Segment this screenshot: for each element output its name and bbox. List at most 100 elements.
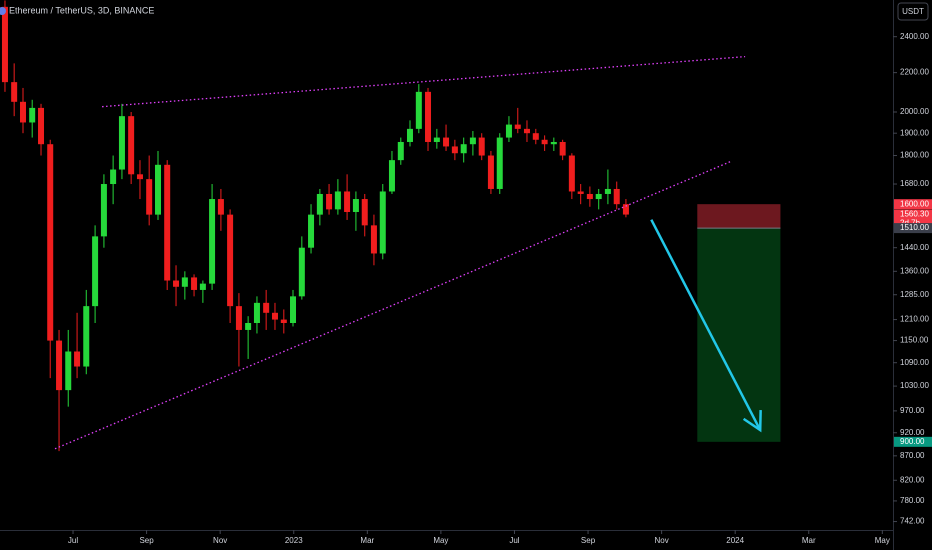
- candle-body: [235, 306, 242, 330]
- price-tag-label: 1600.00: [900, 199, 929, 208]
- candle-body: [217, 199, 224, 215]
- candle-body: [487, 155, 494, 189]
- plot: [1, 0, 781, 452]
- candle-body: [326, 193, 333, 210]
- currency-button[interactable]: [897, 2, 929, 21]
- y-tick-label: 1360.00: [900, 266, 929, 275]
- candle-body: [164, 164, 171, 281]
- candle-body: [496, 137, 503, 189]
- y-tick-label: 1900.00: [900, 128, 929, 137]
- candle-body: [433, 137, 440, 142]
- y-tick-label: 1150.00: [900, 336, 929, 345]
- candle-body: [83, 306, 90, 367]
- price-tag-label: 1510.00: [900, 223, 929, 232]
- candle-body: [505, 124, 512, 138]
- candle-body: [92, 236, 99, 307]
- candle-body: [352, 199, 359, 212]
- candle-body: [425, 91, 432, 142]
- symbol-icon: [0, 7, 6, 15]
- y-tick-label: 820.00: [900, 475, 925, 484]
- arrow-shaft: [650, 219, 762, 431]
- candle-body: [110, 169, 117, 185]
- candle-body: [1, 6, 8, 83]
- candle-body: [38, 107, 45, 145]
- stop-zone: [697, 204, 781, 229]
- price-tag: [894, 436, 932, 447]
- candle-body: [253, 302, 260, 324]
- y-tick-label: 920.00: [900, 428, 925, 437]
- y-tick-label: 1090.00: [900, 358, 929, 367]
- candle-body: [334, 191, 341, 210]
- x-tick-label: 2024: [726, 536, 744, 545]
- candle-body: [595, 193, 602, 200]
- candle-body: [245, 323, 252, 330]
- y-tick-label: 1030.00: [900, 381, 929, 390]
- candle-body: [559, 141, 566, 156]
- candle-body: [523, 128, 530, 134]
- candle-body: [370, 225, 377, 254]
- candle-body: [181, 277, 188, 287]
- candle-body: [209, 199, 216, 284]
- y-tick-label: 1680.00: [900, 179, 929, 188]
- candle-body: [146, 179, 153, 215]
- x-tick-label: Nov: [213, 536, 227, 545]
- candle-body: [227, 214, 234, 307]
- candle-body: [199, 283, 206, 290]
- candle-body: [56, 340, 63, 391]
- candle-body: [577, 191, 584, 194]
- candle-body: [415, 91, 422, 129]
- y-tick-label: 1210.00: [900, 315, 929, 324]
- candle-body: [451, 146, 458, 154]
- y-tick-label: 870.00: [900, 451, 925, 460]
- price-tag: [894, 223, 932, 234]
- y-tick-label: 2200.00: [900, 68, 929, 77]
- candle-body: [622, 204, 629, 215]
- candle-body: [11, 82, 18, 102]
- candle-body: [397, 141, 404, 161]
- x-tick-label: Sep: [139, 536, 154, 545]
- chart-title: Ethereum / TetherUS, 3D, BINANCE: [9, 5, 154, 15]
- x-tick-label: Mar: [360, 536, 374, 545]
- candle-body: [344, 191, 351, 212]
- y-tick-label: 1800.00: [900, 151, 929, 160]
- candle-body: [136, 174, 143, 180]
- candle-body: [47, 144, 54, 341]
- y-tick-label: 970.00: [900, 406, 925, 415]
- candle-body: [460, 144, 467, 154]
- currency-label[interactable]: USDT: [902, 7, 924, 16]
- candle-body: [604, 188, 611, 194]
- candle-body: [280, 319, 287, 324]
- candle-body: [128, 116, 135, 175]
- candle-body: [514, 124, 521, 129]
- trendline: [102, 55, 746, 108]
- x-tick-label: Nov: [654, 536, 668, 545]
- price-tag: [894, 199, 932, 210]
- candle-body: [550, 141, 557, 145]
- x-tick-label: May: [433, 536, 448, 545]
- candle-body: [74, 351, 81, 367]
- x-tick-label: Sep: [581, 536, 596, 545]
- x-tick-label: May: [875, 536, 890, 545]
- x-tick-label: 2023: [285, 536, 303, 545]
- y-tick-label: 742.00: [900, 517, 925, 526]
- price-tag-label: 900.00: [900, 437, 925, 446]
- candle-body: [19, 101, 26, 123]
- candle-body: [361, 199, 368, 226]
- candle-body: [308, 214, 315, 248]
- candle-body: [406, 128, 413, 142]
- candle-body: [154, 164, 161, 215]
- price-tag-label: 1560.30: [900, 210, 929, 219]
- candle-body: [469, 137, 476, 145]
- candle-body: [478, 137, 485, 156]
- y-tick-label: 1285.00: [900, 290, 929, 299]
- candle-body: [271, 312, 278, 320]
- x-tick-label: Mar: [802, 536, 816, 545]
- candle-body: [316, 193, 323, 215]
- candle-body: [290, 296, 297, 324]
- x-tick-label: Jul: [68, 536, 78, 545]
- candle-body: [532, 133, 539, 140]
- y-tick-label: 1440.00: [900, 243, 929, 252]
- candle-body: [29, 107, 36, 123]
